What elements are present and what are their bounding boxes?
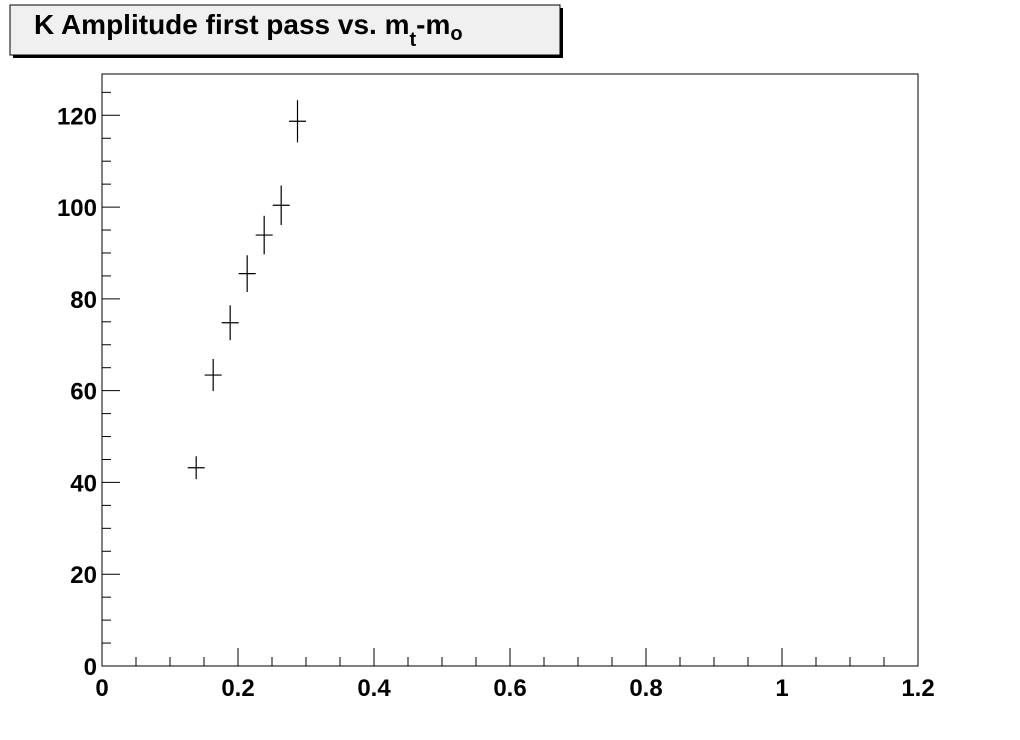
x-tick-label: 0.8 <box>629 675 662 702</box>
plot-frame <box>101 73 919 667</box>
y-tick-label: 100 <box>57 195 97 222</box>
data-point <box>238 255 256 292</box>
chart-title-sub-o: o <box>450 23 462 45</box>
y-tick-label: 60 <box>70 379 97 406</box>
y-tick-label: 20 <box>70 562 97 589</box>
x-axis: 0 0.2 0.4 0.6 0.8 1 1.2 <box>95 648 935 702</box>
chart-title: K Amplitude first pass vs. mt-mo <box>34 9 463 51</box>
data-point <box>272 185 290 225</box>
chart-title-main: K Amplitude first pass vs. m <box>34 9 410 40</box>
y-tick-label: 120 <box>57 103 97 130</box>
x-tick-label: 1.2 <box>901 675 934 702</box>
x-tick-label: 1 <box>775 675 788 702</box>
y-tick-label: 40 <box>70 470 97 497</box>
data-point <box>187 456 205 480</box>
data-point <box>221 305 239 341</box>
x-tick-label: 0.6 <box>493 675 526 702</box>
data-point <box>289 100 306 143</box>
y-tick-label: 0 <box>84 654 97 681</box>
y-axis: 0 20 40 60 80 100 120 <box>57 91 120 681</box>
x-tick-label: 0.2 <box>221 675 254 702</box>
chart-title-mid: -m <box>416 9 450 40</box>
y-tick-label: 80 <box>70 287 97 314</box>
chart-title-sub-t: t <box>410 29 417 51</box>
x-tick-label: 0.4 <box>357 675 391 702</box>
data-markers <box>187 100 306 480</box>
x-tick-label: 0 <box>95 675 108 702</box>
data-point <box>204 358 222 392</box>
title-box: K Amplitude first pass vs. mt-mo <box>9 4 563 58</box>
title-box-frame <box>9 4 561 56</box>
data-point <box>255 215 273 255</box>
